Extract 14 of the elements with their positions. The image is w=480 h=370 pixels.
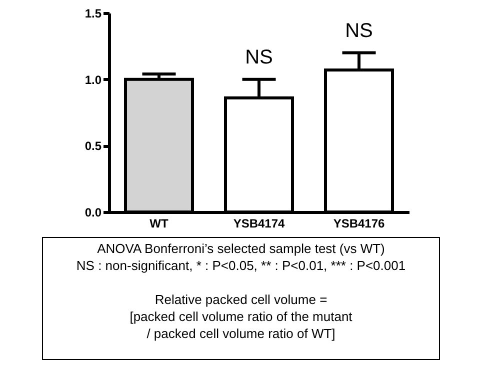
y-tick-label: 0.0 (84, 206, 102, 220)
text: NS : non-significant, * : P<0.05, ** : P<0.01, *** : P<0.001 (75, 257, 407, 274)
text: [packed cell volume ratio of the mutant (128, 308, 354, 325)
text: Relative packed cell volume = (154, 291, 328, 308)
y-tick-label: 1.0 (84, 72, 102, 87)
y-tick-label: 1.5 (84, 6, 102, 20)
x-tick-label: WT (150, 216, 169, 230)
y-tick-label: 0.5 (84, 139, 102, 154)
x-tick-label: YSB4176 (333, 216, 386, 230)
text: / packed cell volume ratio of WT] (146, 325, 336, 342)
text: ANOVA Bonferroni’s selected sample test (vs WT) (96, 240, 386, 257)
annotation: NS (345, 20, 373, 42)
annotation: NS (245, 46, 273, 68)
x-tick-label: YSB4174 (233, 216, 286, 230)
